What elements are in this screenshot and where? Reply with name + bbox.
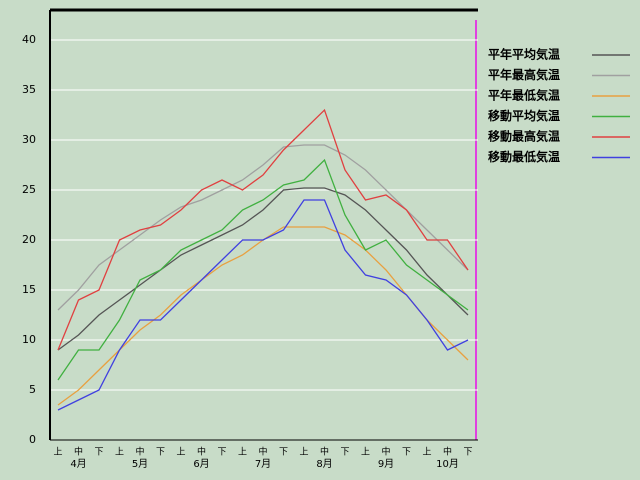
x-tick-label: 中 [381,446,390,458]
x-tick-label: 上 [422,447,431,458]
x-tick-label: 上 [361,447,370,458]
x-tick-label: 中 [320,446,329,458]
y-tick-label: 0 [29,433,36,446]
x-tick-label: 上 [176,447,185,458]
series-line [57,144,469,311]
legend-label: 平年最低気温 [488,88,560,103]
series-line [57,226,469,406]
legend-label: 移動最高気温 [488,129,560,144]
legend-label: 平年平均気温 [488,47,560,62]
month-label: 7月 [255,458,271,470]
y-tick-label: 35 [22,83,36,96]
month-label: 5月 [132,458,148,470]
y-tick-label: 30 [22,133,36,146]
x-tick-label: 下 [463,448,472,458]
legend-label: 移動最低気温 [488,149,560,164]
legend-label: 移動平均気温 [488,108,560,123]
x-tick-label: 下 [217,448,226,458]
x-tick-label: 上 [238,447,247,458]
x-tick-label: 中 [74,446,83,458]
legend-label: 平年最高気温 [488,67,560,82]
series-line [57,108,469,351]
month-label: 9月 [378,458,394,470]
month-label: 6月 [193,458,209,470]
x-tick-label: 上 [53,447,62,458]
x-tick-label: 上 [299,447,308,458]
x-tick-label: 中 [443,446,452,458]
x-tick-label: 下 [156,448,165,458]
series-line [57,199,469,411]
x-tick-label: 上 [115,447,124,458]
x-tick-label: 下 [340,448,349,458]
month-label: 4月 [70,458,86,470]
y-tick-label: 40 [22,33,36,46]
y-tick-label: 5 [29,383,36,396]
y-tick-label: 15 [22,283,36,296]
y-tick-label: 25 [22,183,36,196]
x-tick-label: 中 [197,446,206,458]
x-tick-label: 中 [135,446,144,458]
x-tick-label: 下 [94,448,103,458]
series-line [57,158,469,381]
series-line [57,187,469,351]
month-label: 8月 [316,458,332,470]
y-tick-label: 20 [22,233,36,246]
y-tick-label: 10 [22,333,36,346]
x-tick-label: 中 [258,446,267,458]
x-tick-label: 下 [402,448,411,458]
x-tick-label: 下 [279,448,288,458]
month-label: 10月 [436,458,459,470]
